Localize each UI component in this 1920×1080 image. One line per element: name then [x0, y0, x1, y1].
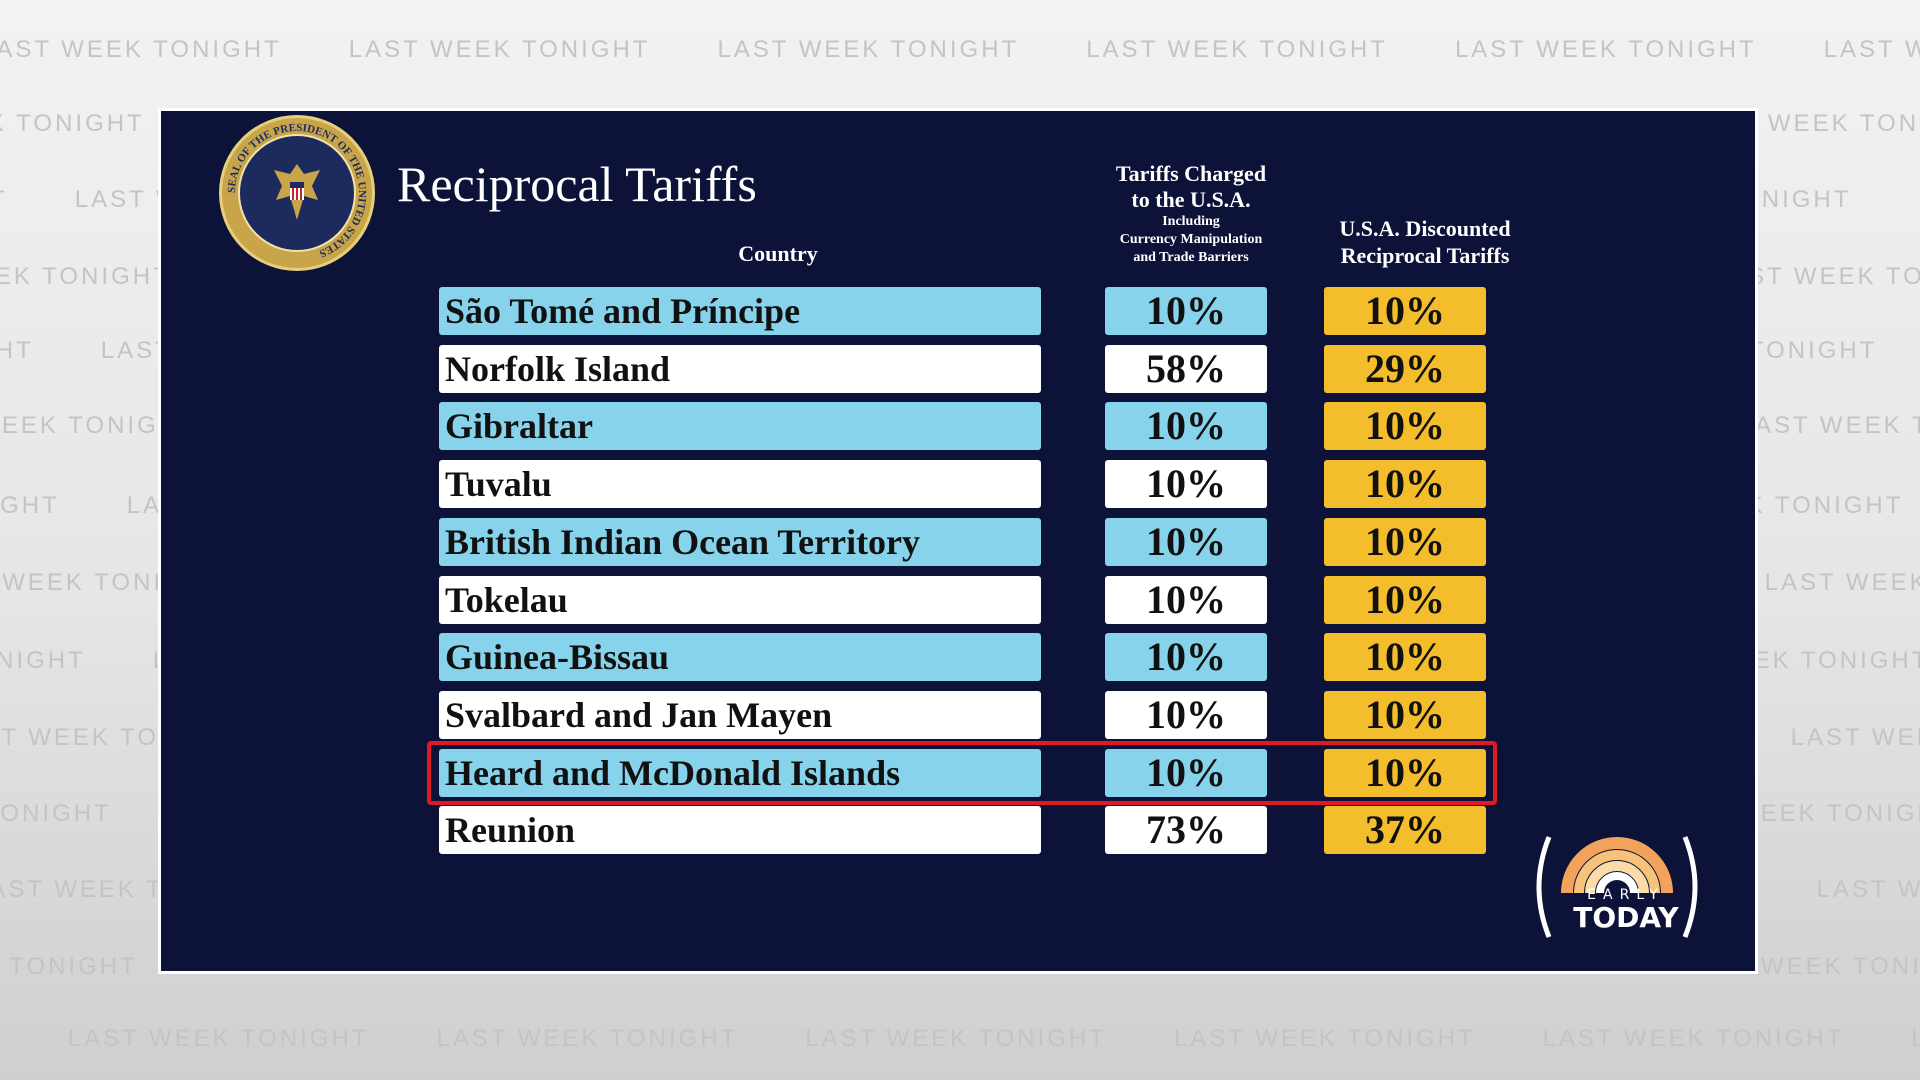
- seal-inner-field: [238, 134, 356, 252]
- header-charged-sub2: Currency Manipulation: [1119, 232, 1263, 247]
- table-row: British Indian Ocean Territory 10% 10%: [161, 518, 1755, 566]
- country-cell: Heard and McDonald Islands: [439, 749, 1041, 797]
- discounted-tariff-cell: 10%: [1324, 749, 1486, 797]
- watermark-text: LAST WEEK TONIGHT: [1764, 569, 1920, 596]
- table-row: Tuvalu 10% 10%: [161, 460, 1755, 508]
- watermark-text: LAST WEEK TONIGHT: [0, 110, 145, 137]
- discounted-tariff-cell: 10%: [1324, 460, 1486, 508]
- table-row: Guinea-Bissau 10% 10%: [161, 633, 1755, 681]
- country-cell: Reunion: [439, 806, 1041, 854]
- column-header-tariffs-charged: Tariffs Charged to the U.S.A.: [1091, 161, 1291, 213]
- header-discounted-line2: Reciprocal Tariffs: [1340, 243, 1510, 268]
- discounted-tariff-cell: 37%: [1324, 806, 1486, 854]
- country-cell: Guinea-Bissau: [439, 633, 1041, 681]
- watermark-text: LAST WEEK TONIGHT: [1086, 36, 1388, 63]
- watermark-text: LAST WEEK TONIGHT: [0, 800, 112, 827]
- tariff-charged-cell: 73%: [1105, 806, 1267, 854]
- logo-text-early: EARLY: [1587, 887, 1665, 903]
- watermark-text: LAST WEEK TONIGHT: [0, 647, 86, 674]
- discounted-tariff-cell: 10%: [1324, 287, 1486, 335]
- table-row: Norfolk Island 58% 29%: [161, 345, 1755, 393]
- tariff-charged-cell: 10%: [1105, 518, 1267, 566]
- country-cell: Tuvalu: [439, 460, 1041, 508]
- watermark-text: LAST WEEK TONIGHT: [717, 36, 1020, 63]
- tariff-graphic-panel: SEAL OF THE PRESIDENT OF THE UNITED STAT…: [158, 108, 1758, 974]
- country-cell: Svalbard and Jan Mayen: [439, 691, 1041, 739]
- table-row: Heard and McDonald Islands 10% 10%: [161, 749, 1755, 797]
- watermark-text: LAST WEEK TONIGHT: [0, 36, 282, 63]
- watermark-text: LAST WEEK TONIGHT: [436, 1025, 739, 1052]
- tariff-charged-cell: 10%: [1105, 287, 1267, 335]
- discounted-tariff-cell: 10%: [1324, 402, 1486, 450]
- table-row: Reunion 73% 37%: [161, 806, 1755, 854]
- country-cell: Norfolk Island: [439, 345, 1041, 393]
- discounted-tariff-cell: 10%: [1324, 518, 1486, 566]
- header-charged-line1: Tariffs Charged: [1115, 161, 1267, 186]
- page-title: Reciprocal Tariffs: [397, 156, 757, 212]
- table-row: Gibraltar 10% 10%: [161, 402, 1755, 450]
- header-discounted-line1: U.S.A. Discounted: [1339, 216, 1511, 241]
- tariff-charged-cell: 10%: [1105, 576, 1267, 624]
- watermark-text: LAST WEEK TONIGHT: [0, 1025, 1, 1052]
- tariff-charged-cell: 10%: [1105, 691, 1267, 739]
- discounted-tariff-cell: 10%: [1324, 633, 1486, 681]
- header-charged-sub3: and Trade Barriers: [1133, 250, 1249, 265]
- presidential-seal: SEAL OF THE PRESIDENT OF THE UNITED STAT…: [219, 115, 375, 271]
- header-charged-line2: to the U.S.A.: [1131, 187, 1251, 212]
- country-cell: Tokelau: [439, 576, 1041, 624]
- column-header-country: Country: [738, 241, 818, 266]
- tariff-charged-cell: 10%: [1105, 749, 1267, 797]
- watermark-text: LAST WEEK TONIGHT: [0, 263, 171, 290]
- watermark-text: LAST WEEK TONIGHT: [1542, 1025, 1845, 1052]
- watermark-text: LAST WEEK TONIGHT: [805, 1025, 1107, 1052]
- watermark-text: LAST WEEK TONIGHT: [0, 492, 60, 519]
- highlight-box: [427, 741, 1497, 805]
- table-row: Tokelau 10% 10%: [161, 576, 1755, 624]
- eagle-icon: [274, 164, 320, 220]
- tariff-charged-cell: 10%: [1105, 633, 1267, 681]
- tariff-charged-cell: 10%: [1105, 460, 1267, 508]
- watermark-text: LAST WEEK TONIGHT: [1738, 412, 1920, 439]
- discounted-tariff-cell: 10%: [1324, 691, 1486, 739]
- country-cell: British Indian Ocean Territory: [439, 518, 1041, 566]
- header-charged-sub1: Including: [1162, 214, 1220, 229]
- country-cell: Gibraltar: [439, 402, 1041, 450]
- watermark-row: LAST WEEK TONIGHT LAST WEEK TONIGHT LAST W…: [0, 36, 1920, 64]
- column-header-tariffs-charged-note: Including Currency Manipulation and Trad…: [1091, 213, 1291, 267]
- tariff-charged-cell: 58%: [1105, 345, 1267, 393]
- table-row: Svalbard and Jan Mayen 10% 10%: [161, 691, 1755, 739]
- country-cell: São Tomé and Príncipe: [439, 287, 1041, 335]
- watermark-text: LAST WEEK TONIGHT: [348, 36, 651, 63]
- watermark-text: LAST WEEK TONIGHT: [1911, 1025, 1920, 1052]
- watermark-text: LAST WEEK TONIGHT: [1454, 36, 1757, 63]
- table-row: São Tomé and Príncipe 10% 10%: [161, 287, 1755, 335]
- watermark-text: LAST WEEK TONIGHT: [0, 953, 138, 980]
- tariff-charged-cell: 10%: [1105, 402, 1267, 450]
- watermark-text: LAST WEEK TONIGHT: [1790, 724, 1920, 751]
- watermark-text: LAST WEEK TONIGHT: [1816, 876, 1920, 903]
- watermark-text: LAST WEEK TONIGHT: [0, 337, 34, 364]
- early-today-logo-icon: [1536, 836, 1698, 938]
- discounted-tariff-cell: 10%: [1324, 576, 1486, 624]
- logo-text-today: TODAY: [1573, 901, 1679, 934]
- column-header-discounted-tariffs: U.S.A. Discounted Reciprocal Tariffs: [1297, 215, 1553, 269]
- watermark-row: LAST WEEK TONIGHT LAST WEEK TONIGHT LAST W…: [0, 1025, 1920, 1053]
- watermark-text: LAST WEEK TONIGHT: [1918, 186, 1920, 213]
- watermark-text: LAST WEEK TONIGHT: [1823, 36, 1920, 63]
- watermark-text: LAST WEEK TONIGHT: [0, 186, 8, 213]
- watermark-text: LAST WEEK TONIGHT: [1173, 1025, 1476, 1052]
- discounted-tariff-cell: 29%: [1324, 345, 1486, 393]
- watermark-text: LAST WEEK TONIGHT: [67, 1025, 370, 1052]
